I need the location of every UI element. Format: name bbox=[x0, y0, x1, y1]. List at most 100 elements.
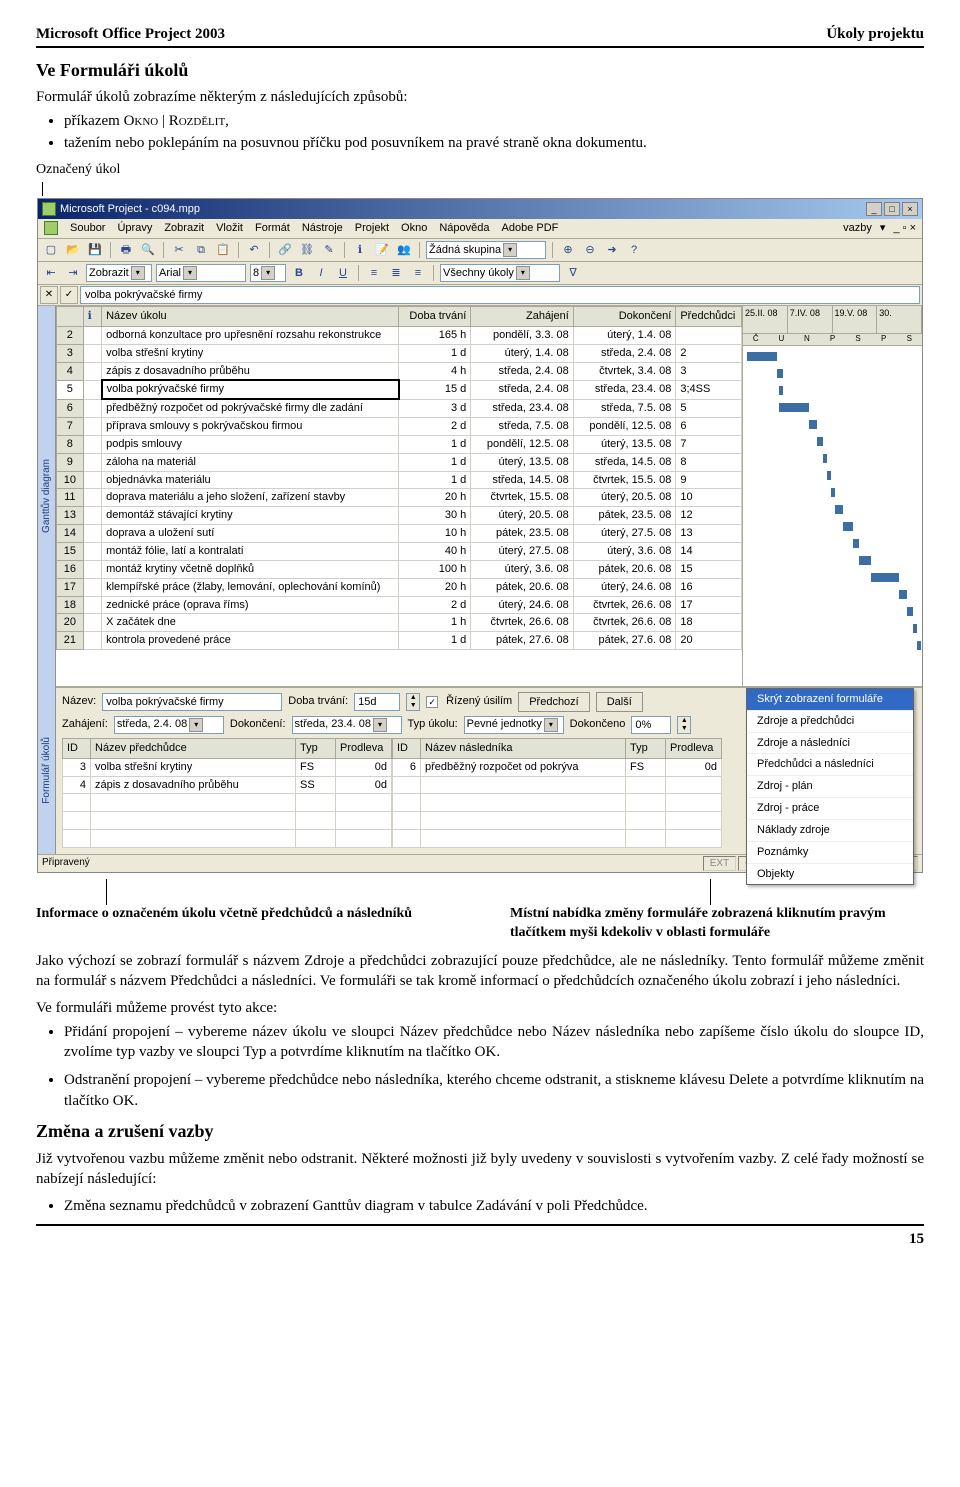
table-row[interactable]: 21kontrola provedené práce1 dpátek, 27.6… bbox=[57, 632, 742, 650]
context-menu-item[interactable]: Skrýt zobrazení formuláře bbox=[747, 689, 913, 711]
context-menu-item[interactable]: Zdroje a předchůdci bbox=[747, 711, 913, 733]
table-row[interactable] bbox=[63, 812, 392, 830]
table-row[interactable]: 11doprava materiálu a jeho složení, zaří… bbox=[57, 489, 742, 507]
cancel-edit-icon[interactable]: ✕ bbox=[40, 286, 58, 304]
context-menu-item[interactable]: Zdroj - plán bbox=[747, 776, 913, 798]
new-icon[interactable]: ▢ bbox=[42, 241, 60, 259]
bold-icon[interactable]: B bbox=[290, 264, 308, 282]
info-icon[interactable]: ℹ bbox=[351, 241, 369, 259]
close-button[interactable]: × bbox=[902, 202, 918, 216]
table-row[interactable]: 2odborná konzultace pro upřesnění rozsah… bbox=[57, 326, 742, 344]
table-row[interactable] bbox=[63, 830, 392, 848]
align-center-icon[interactable]: ≣ bbox=[387, 264, 405, 282]
gantt-bar[interactable] bbox=[747, 352, 777, 361]
gantt-bar[interactable] bbox=[777, 369, 783, 378]
save-icon[interactable]: 💾 bbox=[86, 241, 104, 259]
table-row[interactable]: 10objednávka materiálu1 dstředa, 14.5. 0… bbox=[57, 471, 742, 489]
context-menu-item[interactable]: Objekty bbox=[747, 864, 913, 885]
menu-adobe-pdf[interactable]: Adobe PDF bbox=[502, 221, 559, 236]
menu-napoveda[interactable]: Nápověda bbox=[439, 221, 489, 236]
predecessor-table[interactable]: ID Název předchůdce Typ Prodleva 3volba … bbox=[62, 738, 392, 848]
table-row[interactable]: 4zápis z dosavadního průběhu4 hstředa, 2… bbox=[57, 362, 742, 380]
col-rownum[interactable] bbox=[57, 307, 84, 327]
gantt-bar[interactable] bbox=[779, 403, 809, 412]
cut-icon[interactable]: ✂ bbox=[170, 241, 188, 259]
gantt-bar[interactable] bbox=[907, 607, 913, 616]
paste-icon[interactable]: 📋 bbox=[214, 241, 232, 259]
gantt-bar[interactable] bbox=[853, 539, 859, 548]
context-menu-item[interactable]: Náklady zdroje bbox=[747, 820, 913, 842]
zoomin-icon[interactable]: ⊕ bbox=[559, 241, 577, 259]
unlink-icon[interactable]: ⛓ bbox=[298, 241, 316, 259]
gantt-bar[interactable] bbox=[859, 556, 871, 565]
context-menu-item[interactable]: Poznámky bbox=[747, 842, 913, 864]
next-button[interactable]: Další bbox=[596, 692, 643, 712]
gantt-bar[interactable] bbox=[817, 437, 823, 446]
align-left-icon[interactable]: ≡ bbox=[365, 264, 383, 282]
help-icon[interactable]: ? bbox=[625, 241, 643, 259]
gantt-bar[interactable] bbox=[871, 573, 899, 582]
table-row[interactable]: 5volba pokrývačské firmy15 dstředa, 2.4.… bbox=[57, 380, 742, 399]
gantt-bar[interactable] bbox=[827, 471, 831, 480]
context-menu-item[interactable]: Předchůdci a následníci bbox=[747, 754, 913, 776]
view-combo[interactable]: Zobrazit▾ bbox=[86, 264, 152, 282]
gantt-bar[interactable] bbox=[779, 386, 783, 395]
copy-icon[interactable]: ⧉ bbox=[192, 241, 210, 259]
goto-icon[interactable]: ➜ bbox=[603, 241, 621, 259]
indent-icon[interactable]: ⇥ bbox=[64, 264, 82, 282]
maximize-button[interactable]: □ bbox=[884, 202, 900, 216]
split-icon[interactable]: ✎ bbox=[320, 241, 338, 259]
print-icon[interactable]: 🖶 bbox=[117, 241, 135, 259]
underline-icon[interactable]: U bbox=[334, 264, 352, 282]
table-row[interactable]: 4zápis z dosavadního průběhuSS0d bbox=[63, 776, 392, 794]
context-menu[interactable]: Skrýt zobrazení formulářeZdroje a předch… bbox=[746, 688, 914, 886]
col-start[interactable]: Zahájení bbox=[471, 307, 574, 327]
table-row[interactable]: 3volba střešní krytinyFS0d bbox=[63, 758, 392, 776]
notes-icon[interactable]: 📝 bbox=[373, 241, 391, 259]
gantt-bar[interactable] bbox=[917, 641, 921, 650]
italic-icon[interactable]: I bbox=[312, 264, 330, 282]
menu-projekt[interactable]: Projekt bbox=[355, 221, 389, 236]
filter-combo[interactable]: Všechny úkoly▾ bbox=[440, 264, 560, 282]
table-row[interactable] bbox=[393, 776, 722, 794]
group-combo[interactable]: Žádná skupina▾ bbox=[426, 241, 546, 259]
assign-icon[interactable]: 👥 bbox=[395, 241, 413, 259]
form-start-input[interactable]: středa, 2.4. 08▾ bbox=[114, 716, 224, 734]
table-row[interactable]: 16montáž krytiny včetně doplňků100 húter… bbox=[57, 560, 742, 578]
effort-checkbox[interactable]: ✓ bbox=[426, 696, 438, 708]
table-row[interactable]: 17klempířské práce (žlaby, lemování, opl… bbox=[57, 578, 742, 596]
doc-close-button[interactable]: _ ▫ × bbox=[893, 221, 916, 236]
table-row[interactable]: 20X začátek dne1 hčtvrtek, 26.6. 08čtvrt… bbox=[57, 614, 742, 632]
table-row[interactable]: 7příprava smlouvy s pokrývačskou firmou2… bbox=[57, 418, 742, 436]
menu-soubor[interactable]: Soubor bbox=[70, 221, 105, 236]
autofilter-icon[interactable]: ∇ bbox=[564, 264, 582, 282]
gantt-bar[interactable] bbox=[823, 454, 827, 463]
form-type-input[interactable]: Pevné jednotky▾ bbox=[464, 716, 564, 734]
outdent-icon[interactable]: ⇤ bbox=[42, 264, 60, 282]
gantt-bar[interactable] bbox=[913, 624, 917, 633]
formula-input[interactable] bbox=[80, 286, 920, 304]
successor-table[interactable]: ID Název následníka Typ Prodleva 6předbě… bbox=[392, 738, 722, 848]
zoomout-icon[interactable]: ⊖ bbox=[581, 241, 599, 259]
table-row[interactable]: 8podpis smlouvy1 dpondělí, 12.5. 08úterý… bbox=[57, 435, 742, 453]
col-info[interactable]: ℹ bbox=[83, 307, 101, 327]
table-row[interactable]: 6předběžný rozpočet od pokrývaFS0d bbox=[393, 758, 722, 776]
table-row[interactable]: 13demontáž stávající krytiny30 húterý, 2… bbox=[57, 507, 742, 525]
table-row[interactable]: 18zednické práce (oprava říms)2 dúterý, … bbox=[57, 596, 742, 614]
gantt-bar[interactable] bbox=[843, 522, 853, 531]
gantt-bar[interactable] bbox=[831, 488, 835, 497]
form-finish-input[interactable]: středa, 23.4. 08▾ bbox=[292, 716, 402, 734]
done-spinner[interactable]: ▲▼ bbox=[677, 716, 691, 734]
menu-vazby[interactable]: vazby bbox=[843, 221, 872, 236]
fontsize-combo[interactable]: 8▾ bbox=[250, 264, 286, 282]
table-row[interactable] bbox=[63, 794, 392, 812]
context-menu-item[interactable]: Zdroje a následníci bbox=[747, 733, 913, 755]
table-row[interactable]: 9záloha na materiál1 dúterý, 13.5. 08stř… bbox=[57, 453, 742, 471]
gantt-bar[interactable] bbox=[899, 590, 907, 599]
table-row[interactable] bbox=[393, 830, 722, 848]
preview-icon[interactable]: 🔍 bbox=[139, 241, 157, 259]
gantt-bar[interactable] bbox=[835, 505, 843, 514]
menu-nastroje[interactable]: Nástroje bbox=[302, 221, 343, 236]
table-row[interactable]: 15montáž fólie, latí a kontralatí40 húte… bbox=[57, 543, 742, 561]
accept-edit-icon[interactable]: ✓ bbox=[60, 286, 78, 304]
